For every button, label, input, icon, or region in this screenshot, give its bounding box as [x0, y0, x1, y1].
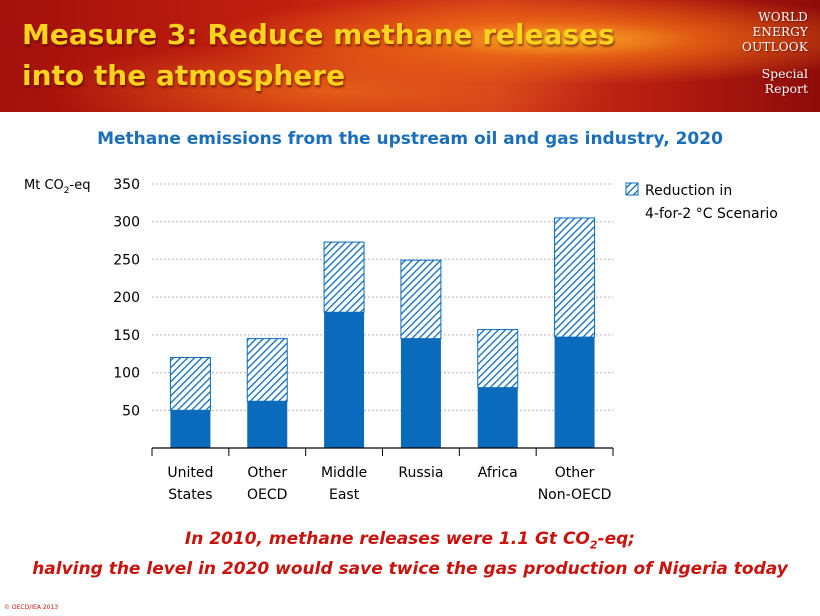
caption-line-1-subscript: 2: [589, 538, 598, 552]
x-tick-label: United: [167, 465, 213, 481]
x-tick-label: Other: [247, 465, 287, 481]
x-tick-label: East: [329, 487, 360, 503]
brand-line-world: WORLD: [758, 10, 808, 24]
x-tick-label: Non-OECD: [538, 487, 612, 503]
chart-title: Methane emissions from the upstream oil …: [97, 129, 723, 149]
bar-segment-reduction: [554, 217, 596, 338]
caption-line-2: halving the level in 2020 would save twi…: [32, 559, 788, 580]
y-axis-label: Mt CO2-eq: [24, 178, 90, 196]
slide-title: Measure 3: Reduce methane releases into …: [22, 14, 662, 96]
bar-segment-base: [170, 410, 211, 448]
x-tick-label: Russia: [398, 465, 443, 481]
bar-segment-reduction: [323, 241, 365, 313]
caption: In 2010, methane releases were 1.1 Gt CO…: [0, 527, 820, 582]
header-banner: Measure 3: Reduce methane releases into …: [0, 0, 820, 112]
copyright: © OECD/IEA 2013: [4, 604, 59, 611]
brand-line-special: Special: [761, 66, 808, 81]
y-tick-label: 350: [113, 177, 140, 193]
y-tick-label: 50: [122, 403, 140, 419]
x-tick-label: Middle: [321, 465, 367, 481]
y-tick-label: 150: [113, 328, 140, 344]
methane-bar-chart: 50 100 150 200 250 300 350 Mt CO2-eq United State…: [24, 177, 778, 503]
legend-swatch: [625, 182, 639, 196]
caption-line-1-text: In 2010, methane releases were 1.1 Gt CO: [184, 529, 590, 549]
weo-brand-logo: WORLD ENERGY OUTLOOK Special Report: [742, 10, 808, 96]
slide-title-line-1: Measure 3: Reduce methane releases: [22, 18, 615, 51]
bars: [169, 217, 596, 448]
x-tick-label: States: [168, 487, 212, 503]
bar-segment-reduction: [400, 259, 442, 340]
y-tick-label: 300: [113, 215, 140, 231]
legend: Reduction in 4-for-2 °C Scenario: [625, 182, 778, 222]
legend-label-line-1: Reduction in: [645, 183, 732, 199]
bar-segment-base: [554, 337, 595, 448]
brand-line-report: Report: [764, 81, 808, 96]
x-tick-label: Africa: [478, 465, 518, 481]
y-tick-label: 250: [113, 252, 140, 268]
bar-segment-base: [400, 338, 441, 448]
bar-segment-base: [477, 387, 518, 448]
axis-labels: 50 100 150 200 250 300 350 Mt CO2-eq United State…: [24, 177, 611, 503]
bar-segment-reduction: [169, 356, 211, 411]
y-tick-label: 100: [113, 366, 140, 382]
axes: [151, 447, 614, 456]
bar-segment-reduction: [246, 338, 288, 402]
x-tick-label: Other: [555, 465, 595, 481]
brand-line-outlook: OUTLOOK: [742, 40, 808, 54]
bar-segment-reduction: [477, 329, 519, 389]
brand-line-energy: ENERGY: [752, 25, 808, 39]
caption-line-1: In 2010, methane releases were 1.1 Gt CO…: [0, 527, 820, 557]
grid-lines: [152, 183, 613, 411]
slide-title-line-2: into the atmosphere: [22, 59, 346, 92]
bar-segment-base: [324, 312, 365, 448]
caption-line-1-suffix: -eq;: [597, 529, 636, 549]
legend-label-line-2: 4-for-2 °C Scenario: [645, 206, 778, 222]
x-tick-label: OECD: [247, 487, 287, 503]
bar-segment-base: [247, 401, 288, 448]
y-tick-label: 200: [113, 290, 140, 306]
